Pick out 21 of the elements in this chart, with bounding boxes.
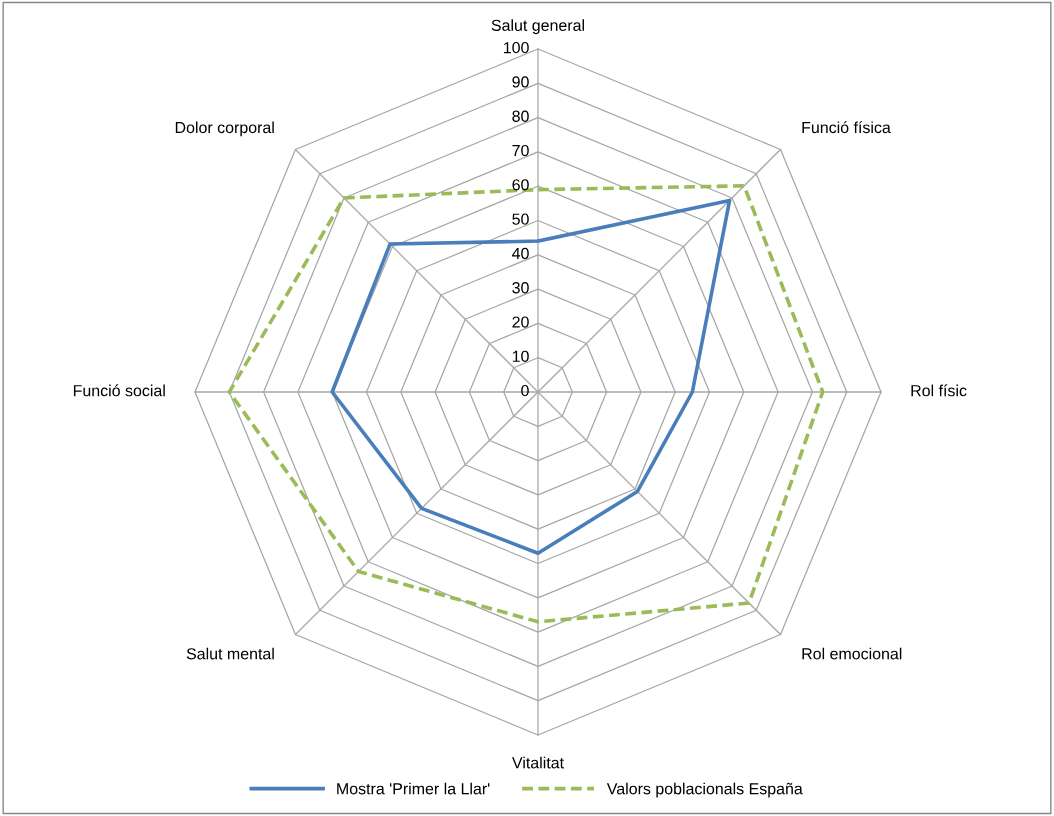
y-tick-label: 100: [504, 41, 529, 54]
spoke-label: Salut general: [491, 19, 584, 35]
spoke-label: Salut mental: [186, 647, 274, 660]
spoke-label: Rol físic: [911, 384, 967, 397]
y-tick-label: 0: [521, 384, 529, 397]
spoke-label: Funció física: [802, 121, 891, 134]
y-tick-label: 20: [512, 316, 529, 328]
y-tick-label: 80: [512, 110, 529, 122]
legend-label: Mostra 'Primer la Llar': [337, 782, 490, 795]
y-tick-label: 30: [512, 282, 529, 294]
y-tick-label: 90: [512, 76, 529, 88]
y-tick-label: 40: [512, 247, 529, 260]
y-tick-label: 50: [512, 213, 529, 225]
y-tick-label: 60: [512, 179, 529, 191]
spoke-label: Dolor corporal: [175, 121, 274, 137]
legend-label: Valors poblacionals España: [606, 782, 803, 798]
spoke-label: Vitalitat: [512, 756, 564, 769]
spoke-label: Rol emocional: [802, 647, 902, 660]
y-tick-label: 10: [512, 350, 529, 362]
spoke-label: Funció social: [73, 384, 165, 397]
y-tick-label: 70: [512, 144, 529, 157]
